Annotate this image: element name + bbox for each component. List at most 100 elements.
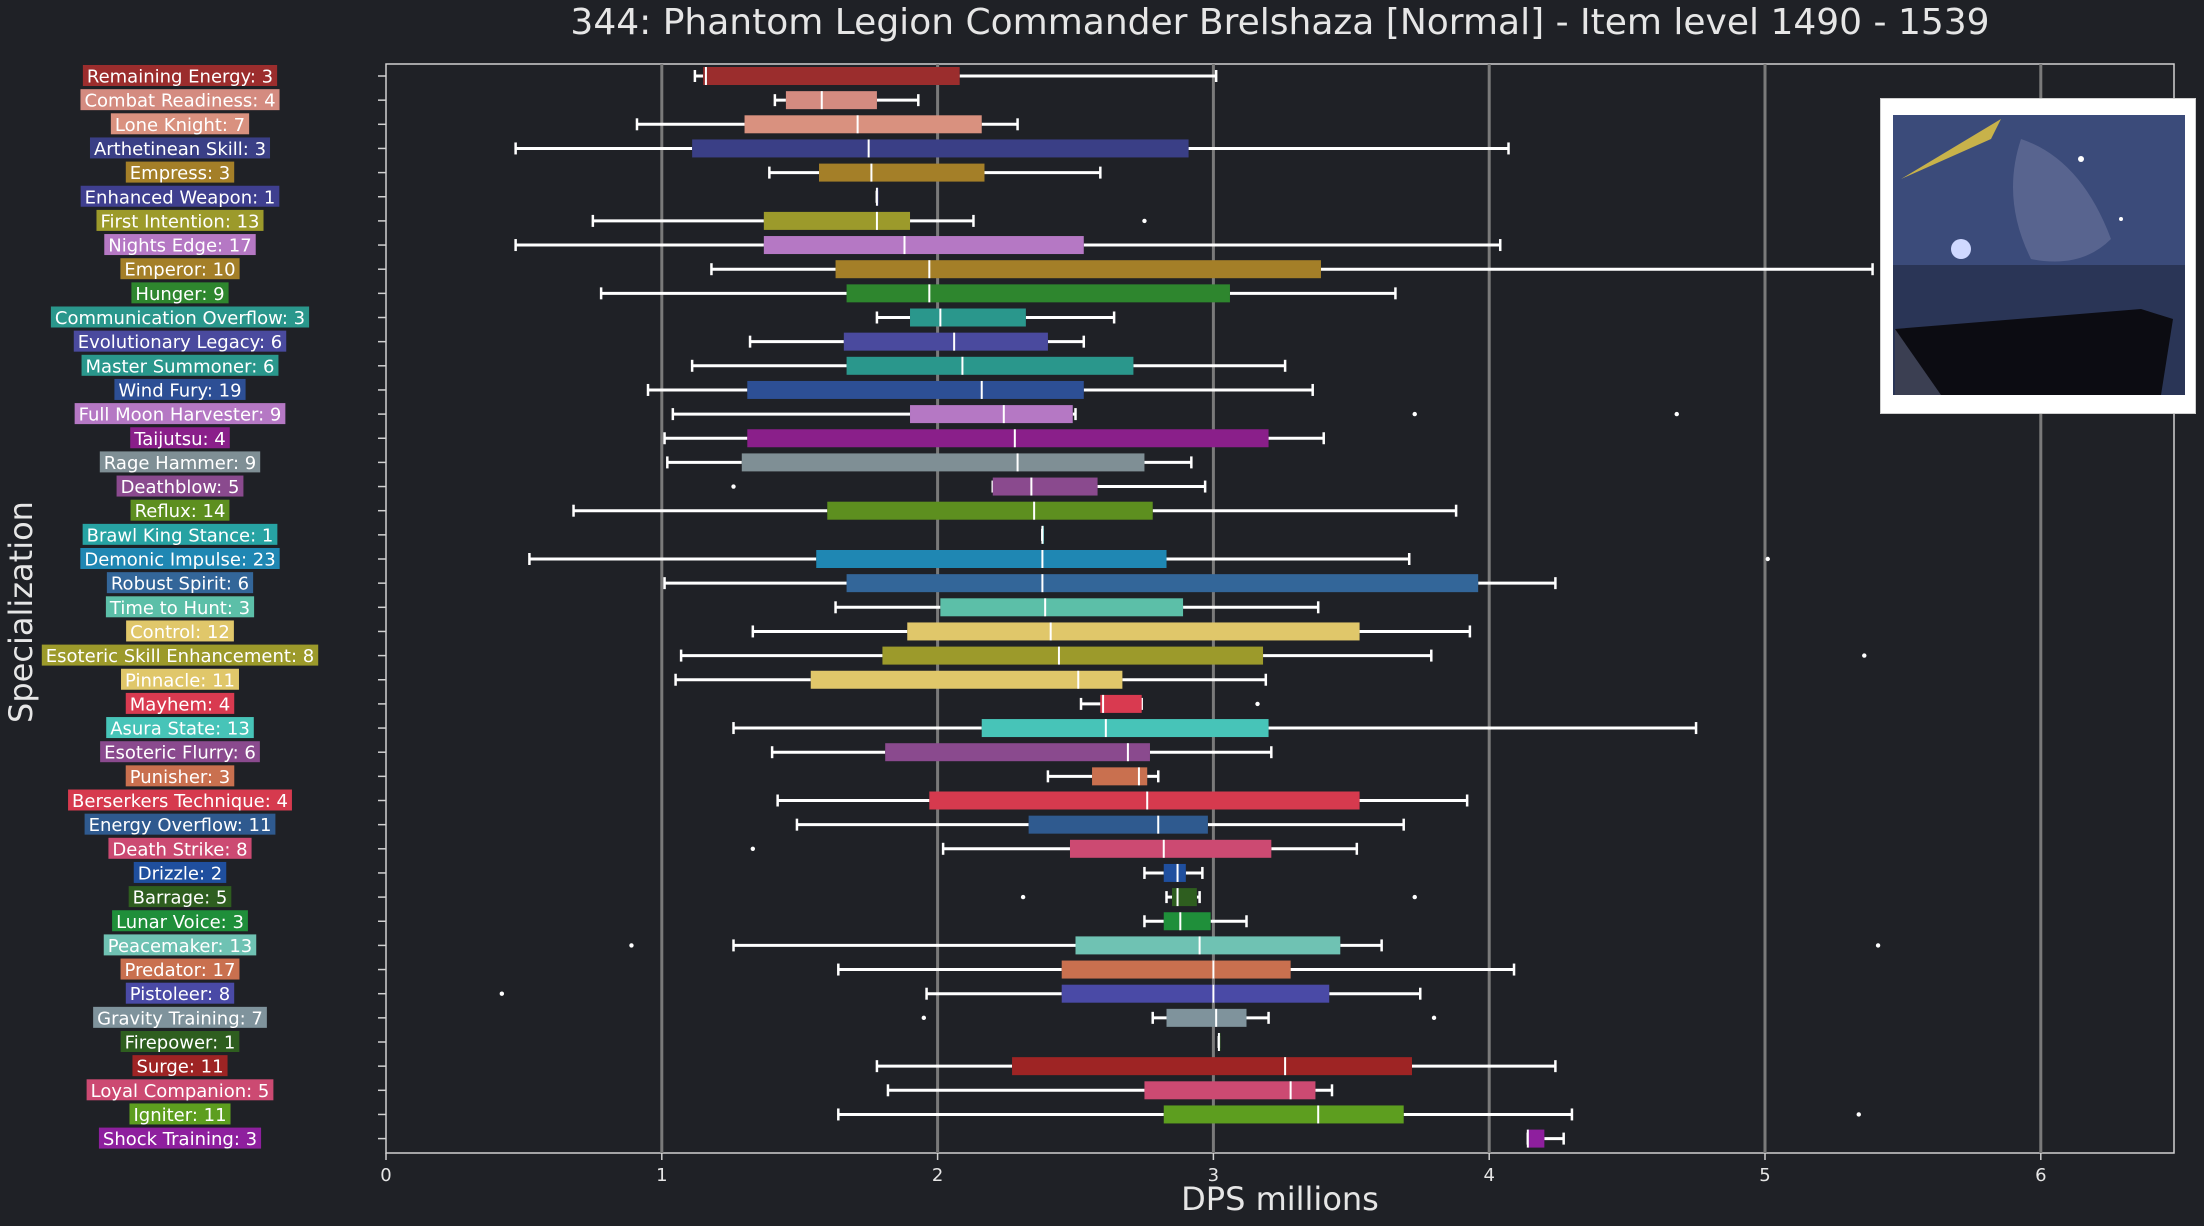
outlier-point [1412, 894, 1417, 900]
x-tick-label: 0 [380, 1165, 391, 1186]
category-label-background [98, 1127, 262, 1149]
category-label-background [130, 427, 230, 449]
category-label: Death Strike: 8 [108, 837, 252, 860]
box-23 [834, 598, 1320, 617]
category-label-background [99, 451, 261, 473]
category-label-text: Pinnacle: 11 [125, 670, 235, 691]
box-45 [1526, 1129, 1565, 1148]
category-label-background [114, 378, 246, 400]
category-label: First Intention: 13 [96, 209, 264, 232]
category-label: Asura State: 13 [106, 717, 254, 740]
box-iqr [885, 743, 1150, 762]
box-20 [1041, 525, 1044, 544]
box-21 [528, 550, 1770, 568]
box-38 [837, 960, 1516, 979]
box-iqr [747, 429, 1269, 448]
box-6 [875, 187, 879, 206]
category-label-text: Deathblow: 5 [121, 477, 240, 498]
box-25 [679, 646, 1867, 665]
category-label-text: Energy Overflow: 11 [89, 815, 272, 836]
category-label-text: Rage Hammer: 9 [104, 453, 256, 474]
box-iqr [703, 67, 960, 85]
box-43 [886, 1081, 1334, 1100]
category-label-background [50, 306, 310, 328]
box-36 [1143, 912, 1248, 931]
category-label-background [96, 209, 264, 231]
box-2 [773, 91, 920, 110]
category-label-background [120, 258, 240, 280]
box-31 [776, 791, 1469, 810]
category-label-text: Communication Overflow: 3 [55, 308, 305, 329]
category-label: Predator: 17 [120, 958, 240, 981]
category-label-text: Lone Knight: 7 [115, 115, 245, 136]
category-label: Communication Overflow: 3 [50, 306, 310, 329]
category-label: Combat Readiness: 4 [80, 89, 280, 112]
category-label-text: Wind Fury: 19 [118, 380, 241, 401]
category-label: Demonic Impulse: 23 [80, 548, 280, 571]
category-label: Hunger: 9 [131, 282, 229, 305]
category-label: Surge: 11 [132, 1055, 228, 1078]
category-label-text: Death Strike: 8 [112, 839, 247, 860]
category-label: Rage Hammer: 9 [99, 451, 261, 474]
category-label-text: Esoteric Skill Enhancement: 8 [46, 646, 314, 667]
box-42 [875, 1057, 1557, 1076]
category-label-text: Barrage: 5 [133, 888, 228, 909]
box-iqr [785, 91, 877, 110]
box-41 [1217, 1033, 1221, 1051]
category-label-background [80, 89, 280, 111]
box-iqr [981, 719, 1269, 738]
category-label: Firepower: 1 [120, 1031, 240, 1054]
category-label: Time to Hunt: 3 [105, 596, 255, 619]
category-label-background [89, 137, 271, 159]
category-label: Drizzle: 2 [133, 861, 227, 884]
category-label-background [105, 596, 255, 618]
y-axis-label: Specialization [2, 501, 40, 723]
category-label-background [93, 1006, 267, 1028]
category-label-background [82, 523, 278, 545]
category-label-background [103, 934, 257, 956]
category-label-text: Shock Training: 3 [103, 1129, 257, 1150]
x-tick-label: 3 [1208, 1165, 1219, 1186]
category-label: Deathblow: 5 [116, 475, 244, 498]
box-iqr [1166, 1008, 1247, 1027]
category-label: Taijutsu: 4 [130, 427, 230, 450]
box-14 [646, 380, 1314, 399]
category-label-background [80, 185, 280, 207]
outlier-point [750, 846, 756, 851]
category-label-text: Berserkers Technique: 4 [72, 791, 288, 812]
box-iqr [846, 356, 1134, 375]
category-label: Lone Knight: 7 [110, 113, 250, 136]
category-label-text: Brawl King Stance: 1 [87, 525, 274, 546]
box-iqr [1100, 694, 1142, 713]
category-label-background [120, 1031, 240, 1052]
box-16 [663, 429, 1325, 448]
category-label-background [74, 403, 286, 425]
category-label: Loyal Companion: 5 [86, 1079, 274, 1102]
outlier-point [921, 1015, 927, 1021]
box-iqr [1075, 936, 1341, 955]
box-iqr [763, 211, 911, 230]
category-label-background [110, 113, 250, 135]
category-labels: Remaining Energy: 3 Combat Readiness: 4 Lo… [41, 65, 319, 1150]
box-3 [635, 115, 1019, 134]
category-label-text: Drizzle: 2 [138, 863, 222, 884]
box-iqr [1069, 839, 1272, 858]
category-label: Barrage: 5 [128, 886, 232, 909]
category-label-text: Pistoleer: 8 [130, 984, 230, 1005]
category-label-text: Peacemaker: 13 [108, 936, 252, 957]
boss-thumbnail-image [1880, 98, 2196, 414]
category-label-text: Enhanced Weapon: 1 [85, 187, 276, 208]
box-4 [514, 139, 1510, 158]
outlier-point [1020, 894, 1026, 900]
box-iqr [747, 380, 1084, 399]
box-32 [795, 815, 1405, 834]
category-label-text: Asura State: 13 [110, 719, 250, 740]
category-label: Robust Spirit: 6 [106, 572, 254, 595]
category-label-background [73, 330, 287, 352]
category-label-text: Punisher: 3 [130, 767, 231, 788]
category-label-text: Surge: 11 [136, 1057, 223, 1078]
category-label: Peacemaker: 13 [103, 934, 257, 957]
category-label-text: Mayhem: 4 [130, 694, 230, 715]
category-label: Mayhem: 4 [125, 692, 235, 715]
